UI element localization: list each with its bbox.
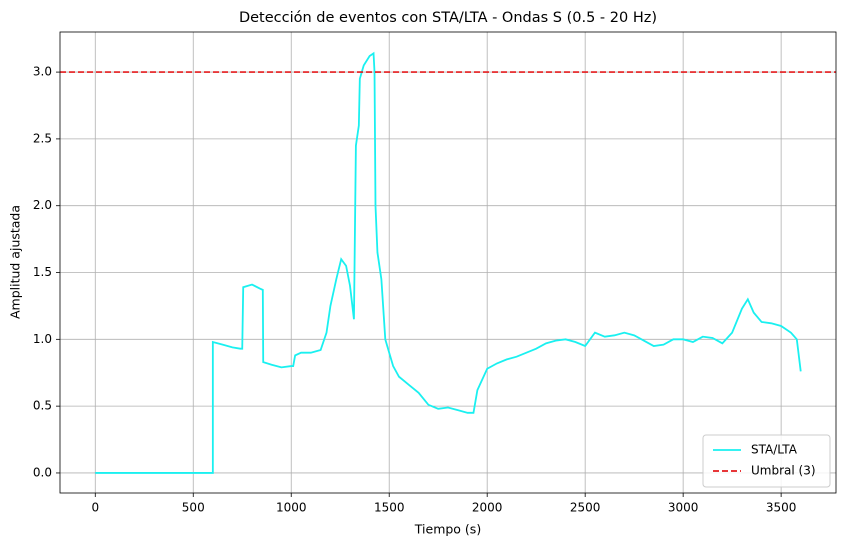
x-axis-label: Tiempo (s) [414,522,481,537]
plot-frame [59,31,837,494]
y-tick-label: 2.5 [33,131,52,145]
x-tick-label: 1500 [374,501,405,515]
chart-title: Detección de eventos con STA/LTA - Ondas… [239,10,657,26]
legend-label: Umbral (3) [751,464,816,478]
y-tick-label: 3.0 [33,65,52,79]
y-tick-label: 0.0 [33,465,52,479]
y-tick-label: 1.5 [33,265,52,279]
legend-box [702,434,831,488]
x-tick-label: 3000 [668,501,699,515]
x-tick-label: 1000 [276,501,307,515]
y-tick-label: 2.0 [33,198,52,212]
x-tick-label: 3500 [766,501,797,515]
x-tick-label: 2500 [570,501,601,515]
x-tick-label: 0 [91,501,99,515]
data-line [95,51,802,474]
y-tick-label: 1.0 [33,332,52,346]
y-axis-label: Amplitud ajustada [8,205,23,319]
legend-label: STA/LTA [751,443,798,457]
x-tick-label: 500 [182,501,205,515]
y-tick-label: 0.5 [33,399,52,413]
x-tick-label: 2000 [472,501,503,515]
